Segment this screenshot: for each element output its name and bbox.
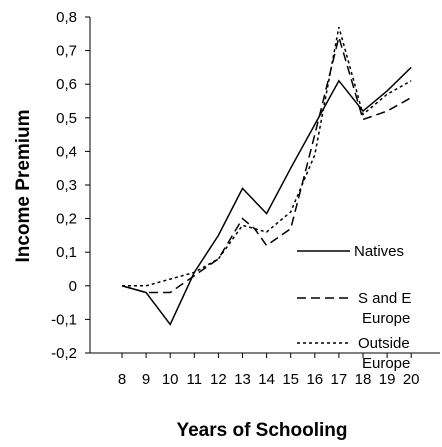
legend-label-2-cont: Europe	[362, 310, 410, 327]
y-tick-label: 0	[69, 278, 77, 295]
x-tick-label: 14	[258, 371, 275, 388]
y-tick-label: 0,7	[56, 43, 77, 60]
x-tick-label: 20	[403, 371, 420, 388]
y-tick-label: 0,5	[56, 110, 77, 127]
legend-label-1: Natives	[354, 243, 404, 260]
x-axis-title: Years of Schooling	[176, 420, 347, 441]
y-tick-label: -0,2	[51, 345, 77, 362]
y-tick-label: 0,2	[56, 211, 77, 228]
y-tick-label: 0,8	[56, 9, 77, 26]
y-tick-label: -0,1	[51, 311, 77, 328]
y-tick-label: 0,6	[56, 76, 77, 93]
x-tick-label: 15	[282, 371, 299, 388]
x-tick-label: 19	[379, 371, 396, 388]
y-tick-label: 0,3	[56, 177, 77, 194]
y-tick-label: 0,1	[56, 244, 77, 261]
series-line-2	[121, 34, 412, 294]
y-axis-ticks: -0,2 -0,1 0 0,1 0,2 0,3 0,4 0,5 0,6 0,7 0,8	[51, 9, 90, 362]
x-tick-label: 10	[162, 371, 179, 388]
series-layer	[121, 26, 412, 326]
x-tick-label: 16	[306, 371, 323, 388]
x-tick-label: 11	[187, 371, 203, 388]
legend-label-2: S and E	[358, 290, 411, 307]
x-tick-label: 12	[210, 371, 227, 388]
legend: Natives S and E Europe Outside Europe	[297, 243, 411, 372]
x-tick-label: 17	[331, 371, 348, 388]
x-tick-label: 13	[234, 371, 251, 388]
x-axis-ticks: 8 9 10 11 12 13 14 15 16 17 18 19 20	[118, 353, 420, 388]
legend-label-3-cont: Europe	[362, 355, 410, 372]
series-line-3	[122, 26, 412, 287]
y-tick-label: 0,4	[56, 143, 77, 160]
y-axis-title: Income Premium	[13, 109, 34, 262]
series-line-1	[121, 66, 412, 326]
x-tick-label: 8	[118, 371, 126, 388]
legend-label-3: Outside	[358, 335, 410, 352]
x-tick-label: 9	[142, 371, 150, 388]
x-tick-label: 18	[355, 371, 372, 388]
